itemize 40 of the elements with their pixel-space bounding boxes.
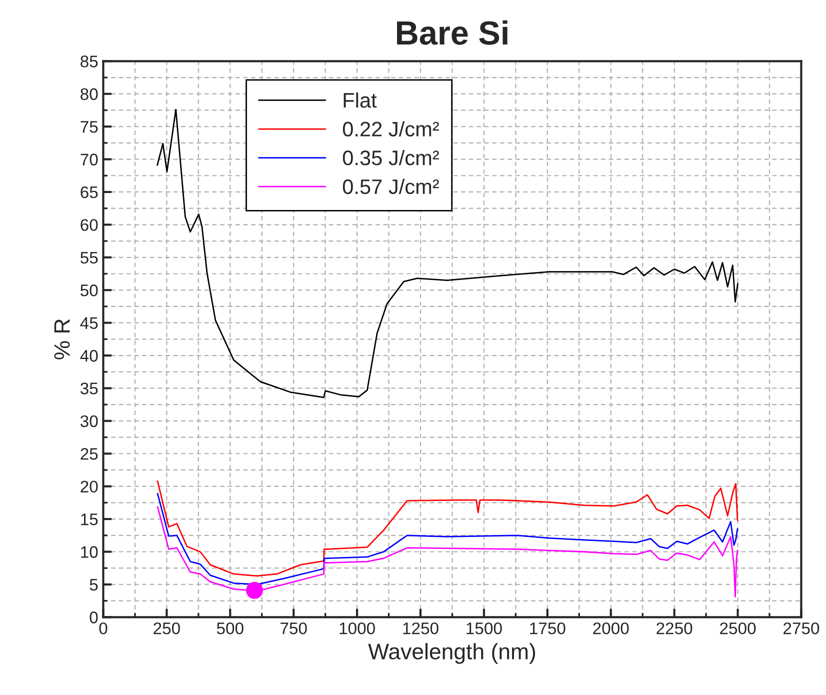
legend-label: 0.35 J/cm²: [342, 150, 439, 166]
x-tick-label: 250: [154, 622, 180, 634]
y-tick-label: 55: [80, 252, 98, 264]
y-tick-label: 30: [80, 415, 98, 428]
x-tick-label: 1750: [530, 622, 566, 634]
x-tick-label: 1250: [403, 622, 438, 634]
y-tick-label: 5: [90, 579, 98, 591]
y-tick-label: 70: [80, 154, 98, 166]
y-tick-label: 65: [80, 186, 98, 198]
legend-label: Flat: [344, 92, 377, 108]
y-tick-label: 50: [80, 284, 98, 296]
y-tick-label: 25: [80, 448, 98, 460]
x-tick-label: 2750: [784, 622, 820, 634]
x-tick-label: 0: [99, 622, 108, 634]
y-tick-label: 20: [80, 480, 98, 493]
y-tick-label: 10: [81, 546, 98, 558]
y-tick-label: 75: [80, 121, 98, 133]
legend-label: 0.22 J/cm²: [342, 121, 439, 137]
y-tick-label: 85: [80, 56, 98, 68]
y-tick-label: 0: [90, 612, 98, 624]
line-series: [156, 480, 738, 577]
y-tick-label: 80: [80, 88, 98, 100]
x-tick-label: 500: [216, 622, 244, 634]
legend-label: 0.57 J/cm²: [342, 178, 439, 194]
y-tick-label: 15: [81, 514, 98, 526]
line-series: [156, 506, 738, 598]
x-tick-label: 1000: [340, 622, 375, 634]
y-tick-label: 45: [80, 317, 98, 330]
x-tick-label: 2500: [720, 622, 756, 634]
x-tick-label: 750: [280, 622, 307, 634]
x-tick-label: 1500: [466, 622, 502, 634]
line-series: [156, 108, 738, 398]
x-tick-label: 2000: [593, 622, 629, 634]
y-tick-label: 35: [80, 382, 98, 394]
y-tick-label: 40: [80, 350, 98, 362]
x-tick-label: 2250: [656, 622, 692, 634]
chart-title: Bare Si: [397, 20, 508, 45]
x-axis-title: Wavelength (nm): [368, 643, 536, 664]
y-axis-title: % R: [54, 319, 70, 360]
y-tick-label: 60: [80, 219, 98, 231]
